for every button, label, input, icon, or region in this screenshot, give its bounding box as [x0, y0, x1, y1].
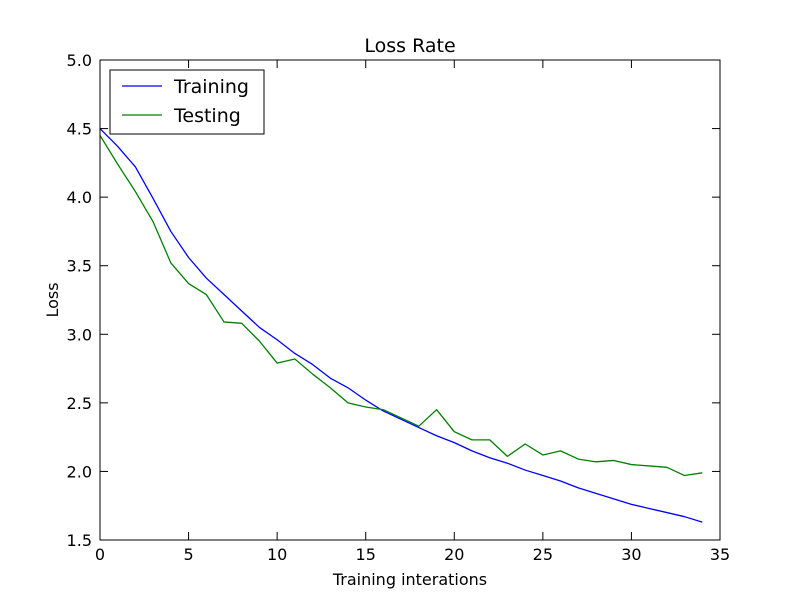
y-tick-label: 4.0 [67, 188, 92, 207]
axes-frame [99, 59, 721, 541]
x-tick-label: 0 [95, 545, 105, 564]
y-tick-label: 2.0 [67, 462, 92, 481]
x-axis-label: Training interations [332, 570, 487, 589]
plot-area: 0 5 10 15 20 25 30 35 1.5 2.0 2.5 3.0 3.5 4.0 4.5 5.0 [67, 51, 731, 564]
x-tick-label: 25 [533, 545, 553, 564]
x-tick-label: 35 [710, 545, 730, 564]
series-line-training [99, 128, 703, 523]
legend: Training Testing [109, 69, 265, 135]
chart-title: Loss Rate [364, 35, 455, 57]
series-line-testing [99, 135, 703, 477]
legend-label-testing: Testing [173, 105, 241, 127]
y-tick-label: 1.5 [67, 531, 92, 550]
x-tick-label: 15 [356, 545, 376, 564]
x-tick-label: 5 [183, 545, 193, 564]
legend-label-training: Training [173, 76, 249, 98]
y-tick-label: 3.5 [67, 257, 92, 276]
y-tick-label: 3.0 [67, 325, 92, 344]
x-tick-label: 30 [621, 545, 641, 564]
y-axis-label: Loss [43, 282, 62, 317]
x-tick-label: 20 [444, 545, 464, 564]
y-tick-label: 4.5 [67, 120, 92, 139]
legend-box [109, 69, 265, 135]
y-tick-label: 5.0 [67, 51, 92, 70]
x-tick-label: 10 [267, 545, 287, 564]
y-tick-label: 2.5 [67, 394, 92, 413]
